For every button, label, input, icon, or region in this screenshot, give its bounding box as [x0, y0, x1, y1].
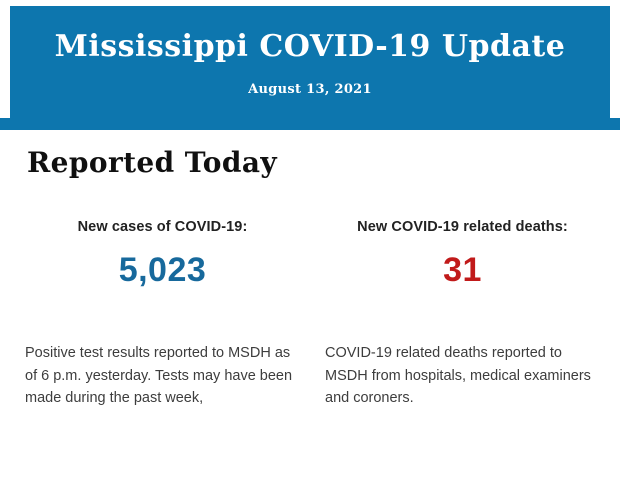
header-banner: Mississippi COVID-19 Update August 13, 2… [10, 6, 610, 118]
header-accent-band [0, 118, 620, 130]
stats-columns: New cases of COVID-19: 5,023 Positive te… [0, 219, 620, 410]
main-content: Reported Today New cases of COVID-19: 5,… [0, 146, 620, 410]
new-deaths-description: COVID-19 related deaths reported to MSDH… [325, 345, 591, 406]
section-title: Reported Today [27, 146, 278, 179]
stat-new-deaths: New COVID-19 related deaths: 31 COVID-19… [325, 219, 600, 410]
new-deaths-label: New COVID-19 related deaths: [357, 219, 568, 235]
page-title: Mississippi COVID-19 Update [54, 29, 566, 64]
new-deaths-value: 31 [443, 251, 482, 289]
header: Mississippi COVID-19 Update August 13, 2… [0, 0, 620, 130]
new-cases-value: 5,023 [118, 251, 207, 289]
new-cases-label: New cases of COVID-19: [77, 219, 248, 235]
stat-new-cases: New cases of COVID-19: 5,023 Positive te… [25, 219, 300, 410]
report-date: August 13, 2021 [248, 82, 372, 97]
new-cases-description: Positive test results reported to MSDH a… [25, 345, 293, 406]
